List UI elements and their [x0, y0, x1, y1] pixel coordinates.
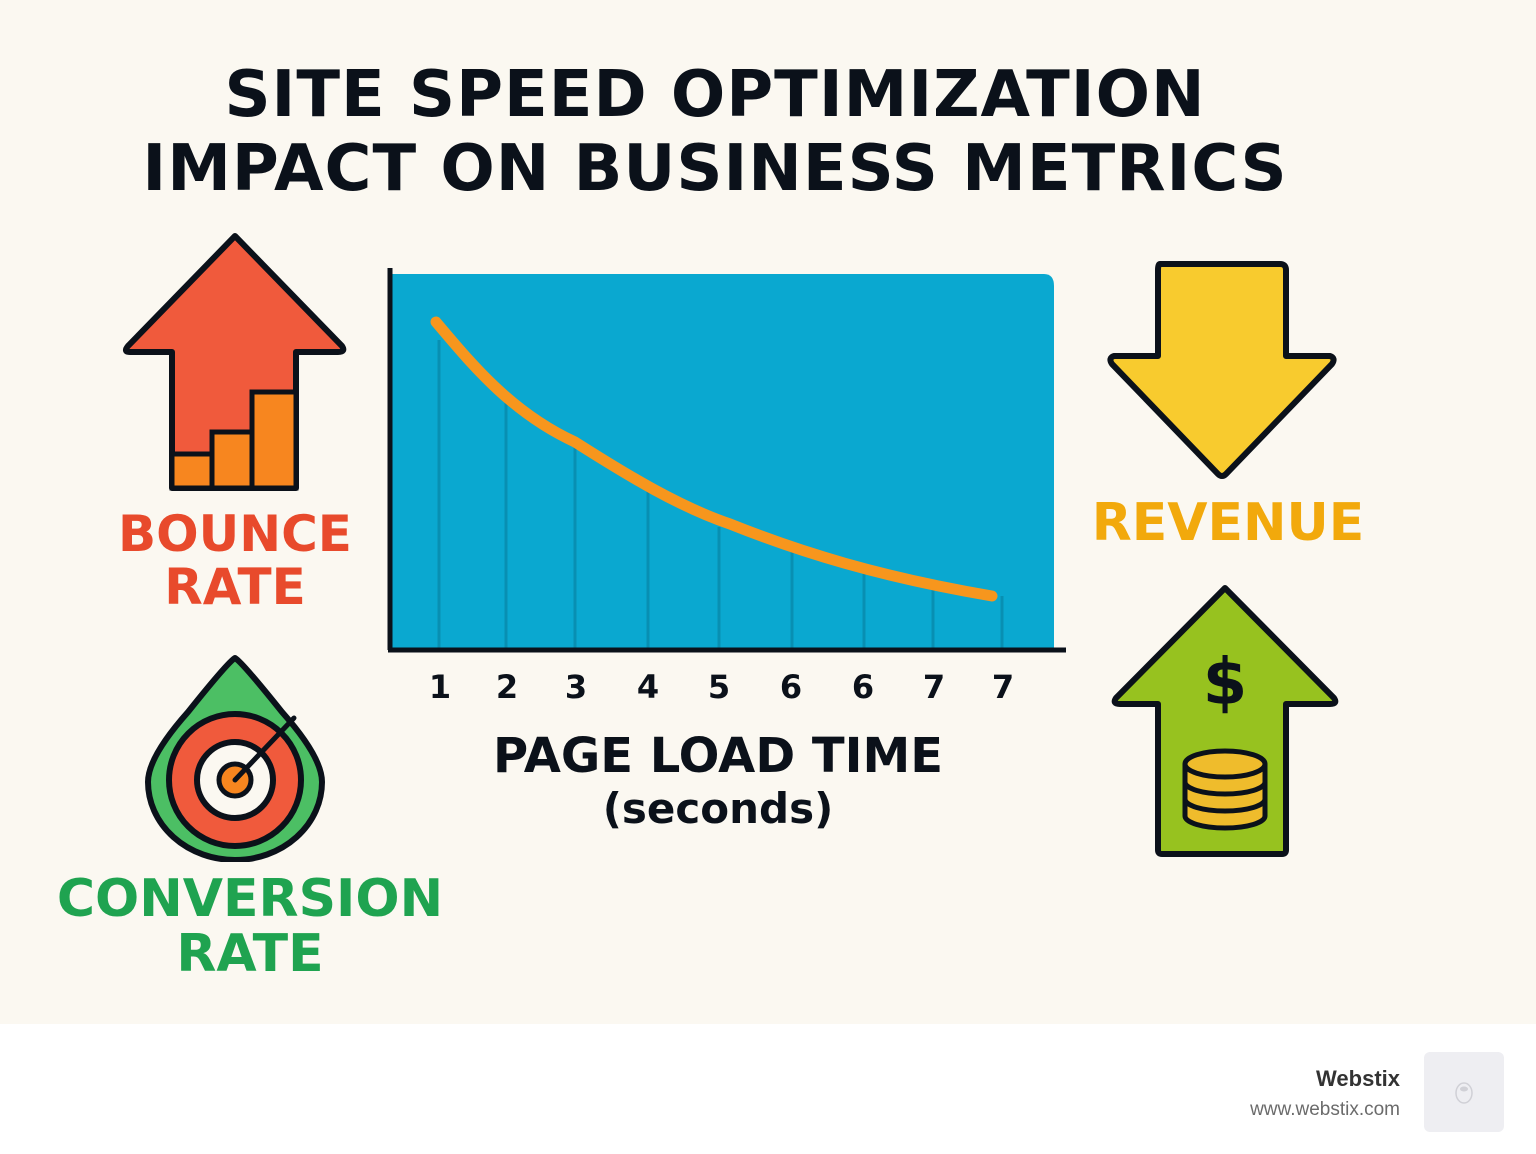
- logo-bear-icon: [1455, 1082, 1473, 1104]
- tick-label: 1: [428, 668, 452, 706]
- brand-name: Webstix: [1316, 1066, 1400, 1091]
- coins-stack-icon: [1182, 748, 1268, 831]
- title-line-1: SITE SPEED OPTIMIZATION: [224, 58, 1206, 132]
- revenue-label: REVENUE: [1091, 493, 1365, 553]
- title-line-2: IMPACT ON BUSINESS METRICS: [142, 132, 1288, 206]
- tick-label: 3: [564, 668, 588, 706]
- x-axis-title: PAGE LOAD TIME (seconds): [418, 728, 1018, 834]
- x-axis-ticks: 1 2 3 4 5 6 6 7 7: [0, 668, 1536, 708]
- bounce-rate-label: BOUNCE RATE: [95, 508, 375, 613]
- footer: [0, 1024, 1536, 1154]
- conversion-rate-label: CONVERSION RATE: [40, 872, 460, 981]
- dollar-sign-icon: $: [1203, 646, 1248, 720]
- tick-label: 2: [495, 668, 519, 706]
- x-axis-title-main: PAGE LOAD TIME: [492, 728, 944, 784]
- tick-label: 6: [851, 668, 875, 706]
- conversion-label-line-2: RATE: [176, 923, 324, 984]
- tick-label: 5: [707, 668, 731, 706]
- bounce-label-line-2: RATE: [164, 557, 306, 616]
- conversion-label-line-1: CONVERSION: [56, 869, 444, 929]
- tick-label: 7: [922, 668, 946, 706]
- arrow-up-bar-chart-icon: [122, 233, 347, 491]
- arrow-up-dollar-coins-icon: $: [1111, 585, 1339, 857]
- chart-gridlines: [437, 340, 1004, 650]
- target-drop-icon: [145, 655, 325, 862]
- brand-logo: [1424, 1052, 1504, 1132]
- arrow-down-icon: [1107, 261, 1337, 479]
- load-time-chart: [387, 268, 1066, 653]
- x-axis-title-unit: (seconds): [602, 784, 834, 833]
- bounce-label-line-1: BOUNCE: [118, 505, 352, 563]
- brand-url[interactable]: www.webstix.com: [1250, 1099, 1400, 1120]
- page-title: SITE SPEED OPTIMIZATION IMPACT ON BUSINE…: [0, 58, 1430, 206]
- tick-label: 6: [779, 668, 803, 706]
- trend-curve: [430, 316, 998, 602]
- tick-label: 7: [991, 668, 1015, 706]
- tick-label: 4: [636, 668, 660, 706]
